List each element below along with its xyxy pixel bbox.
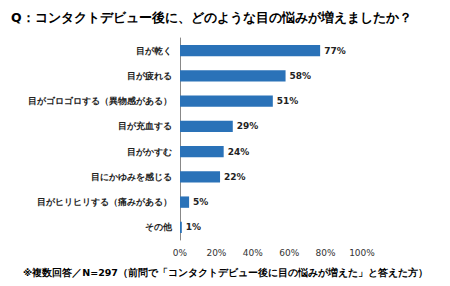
svg-text:目がヒリヒリする（痛みがある）: 目がヒリヒリする（痛みがある） [37, 197, 172, 207]
svg-text:60%: 60% [279, 248, 299, 258]
svg-text:目がゴロゴロする（異物感がある）: 目がゴロゴロする（異物感がある） [28, 96, 172, 106]
svg-text:その他: その他 [145, 222, 173, 232]
svg-text:0%: 0% [173, 248, 188, 258]
svg-text:5%: 5% [193, 197, 208, 207]
svg-text:※複数回答／N=297（前問で「コンタクトデビュー後に目の悩: ※複数回答／N=297（前問で「コンタクトデビュー後に目の悩みが増えた」と答えた… [23, 267, 428, 278]
svg-text:24%: 24% [228, 147, 250, 157]
svg-text:目がかすむ: 目がかすむ [127, 147, 172, 157]
svg-text:77%: 77% [324, 46, 346, 56]
svg-text:58%: 58% [290, 71, 312, 81]
svg-text:22%: 22% [224, 172, 246, 182]
svg-text:目が充血する: 目が充血する [118, 121, 172, 131]
svg-text:100%: 100% [349, 248, 375, 258]
svg-text:Q：コンタクトデビュー後に、どのような目の悩みが増えましたか: Q：コンタクトデビュー後に、どのような目の悩みが増えましたか？ [11, 10, 412, 25]
svg-text:目が乾く: 目が乾く [136, 46, 172, 56]
svg-text:20%: 20% [206, 248, 226, 258]
svg-text:80%: 80% [316, 248, 336, 258]
svg-text:目にかゆみを感じる: 目にかゆみを感じる [91, 172, 172, 182]
svg-text:目が疲れる: 目が疲れる [127, 71, 172, 81]
svg-text:1%: 1% [186, 222, 201, 232]
svg-text:29%: 29% [237, 121, 259, 131]
svg-text:51%: 51% [277, 96, 299, 106]
svg-text:40%: 40% [243, 248, 263, 258]
